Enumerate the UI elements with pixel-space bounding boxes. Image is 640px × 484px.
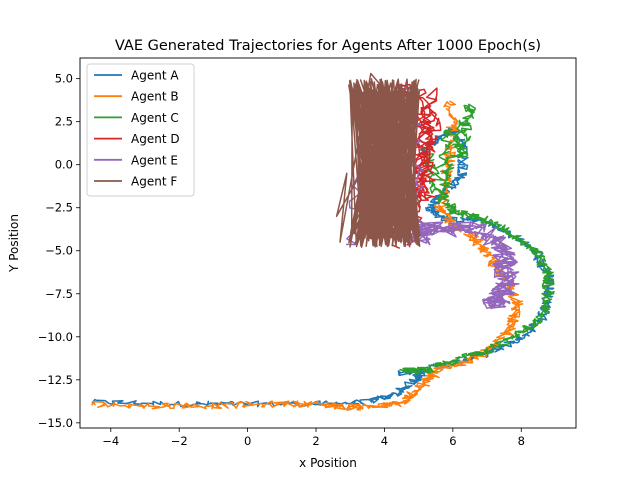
y-tick-label: 0.0 [55, 158, 73, 172]
x-axis: −4 −2 0 2 4 6 8 [102, 428, 525, 448]
x-tick-label: 8 [518, 434, 525, 448]
y-tick-label: −15.0 [38, 416, 73, 430]
plot-frame [79, 57, 577, 429]
legend-label: Agent E [131, 153, 178, 167]
y-tick-label: −7.5 [45, 287, 73, 301]
series-line-3 [399, 103, 555, 375]
y-tick-label: −5.0 [45, 244, 73, 258]
chart-title: VAE Generated Trajectories for Agents Af… [115, 38, 541, 54]
legend-label: Agent F [131, 175, 177, 189]
x-tick-label: −2 [171, 434, 188, 448]
legend-label: Agent D [131, 132, 180, 146]
x-tick-label: 0 [244, 434, 251, 448]
x-axis-label: x Position [299, 456, 357, 470]
y-axis-label: Y Position [7, 214, 21, 273]
y-axis: −15.0 −12.5 −10.0 −7.5 −5.0 −2.5 0.0 2.5 5.0 [38, 72, 80, 430]
legend: Agent A Agent B Agent C Agent D Agent E Agent… [86, 63, 195, 197]
x-tick-label: 2 [312, 434, 319, 448]
x-tick-label: 4 [381, 434, 388, 448]
y-tick-label: −2.5 [45, 201, 73, 215]
legend-label: Agent A [131, 69, 179, 83]
x-tick-label: −4 [102, 434, 119, 448]
series-layer [91, 72, 555, 411]
y-tick-label: −12.5 [38, 373, 73, 387]
y-tick-label: −10.0 [38, 330, 73, 344]
y-tick-label: 5.0 [55, 72, 73, 86]
x-tick-label: 6 [449, 434, 456, 448]
series-line-6 [335, 72, 422, 248]
legend-label: Agent C [131, 111, 179, 125]
y-tick-label: 2.5 [55, 115, 73, 129]
legend-label: Agent B [131, 90, 179, 104]
